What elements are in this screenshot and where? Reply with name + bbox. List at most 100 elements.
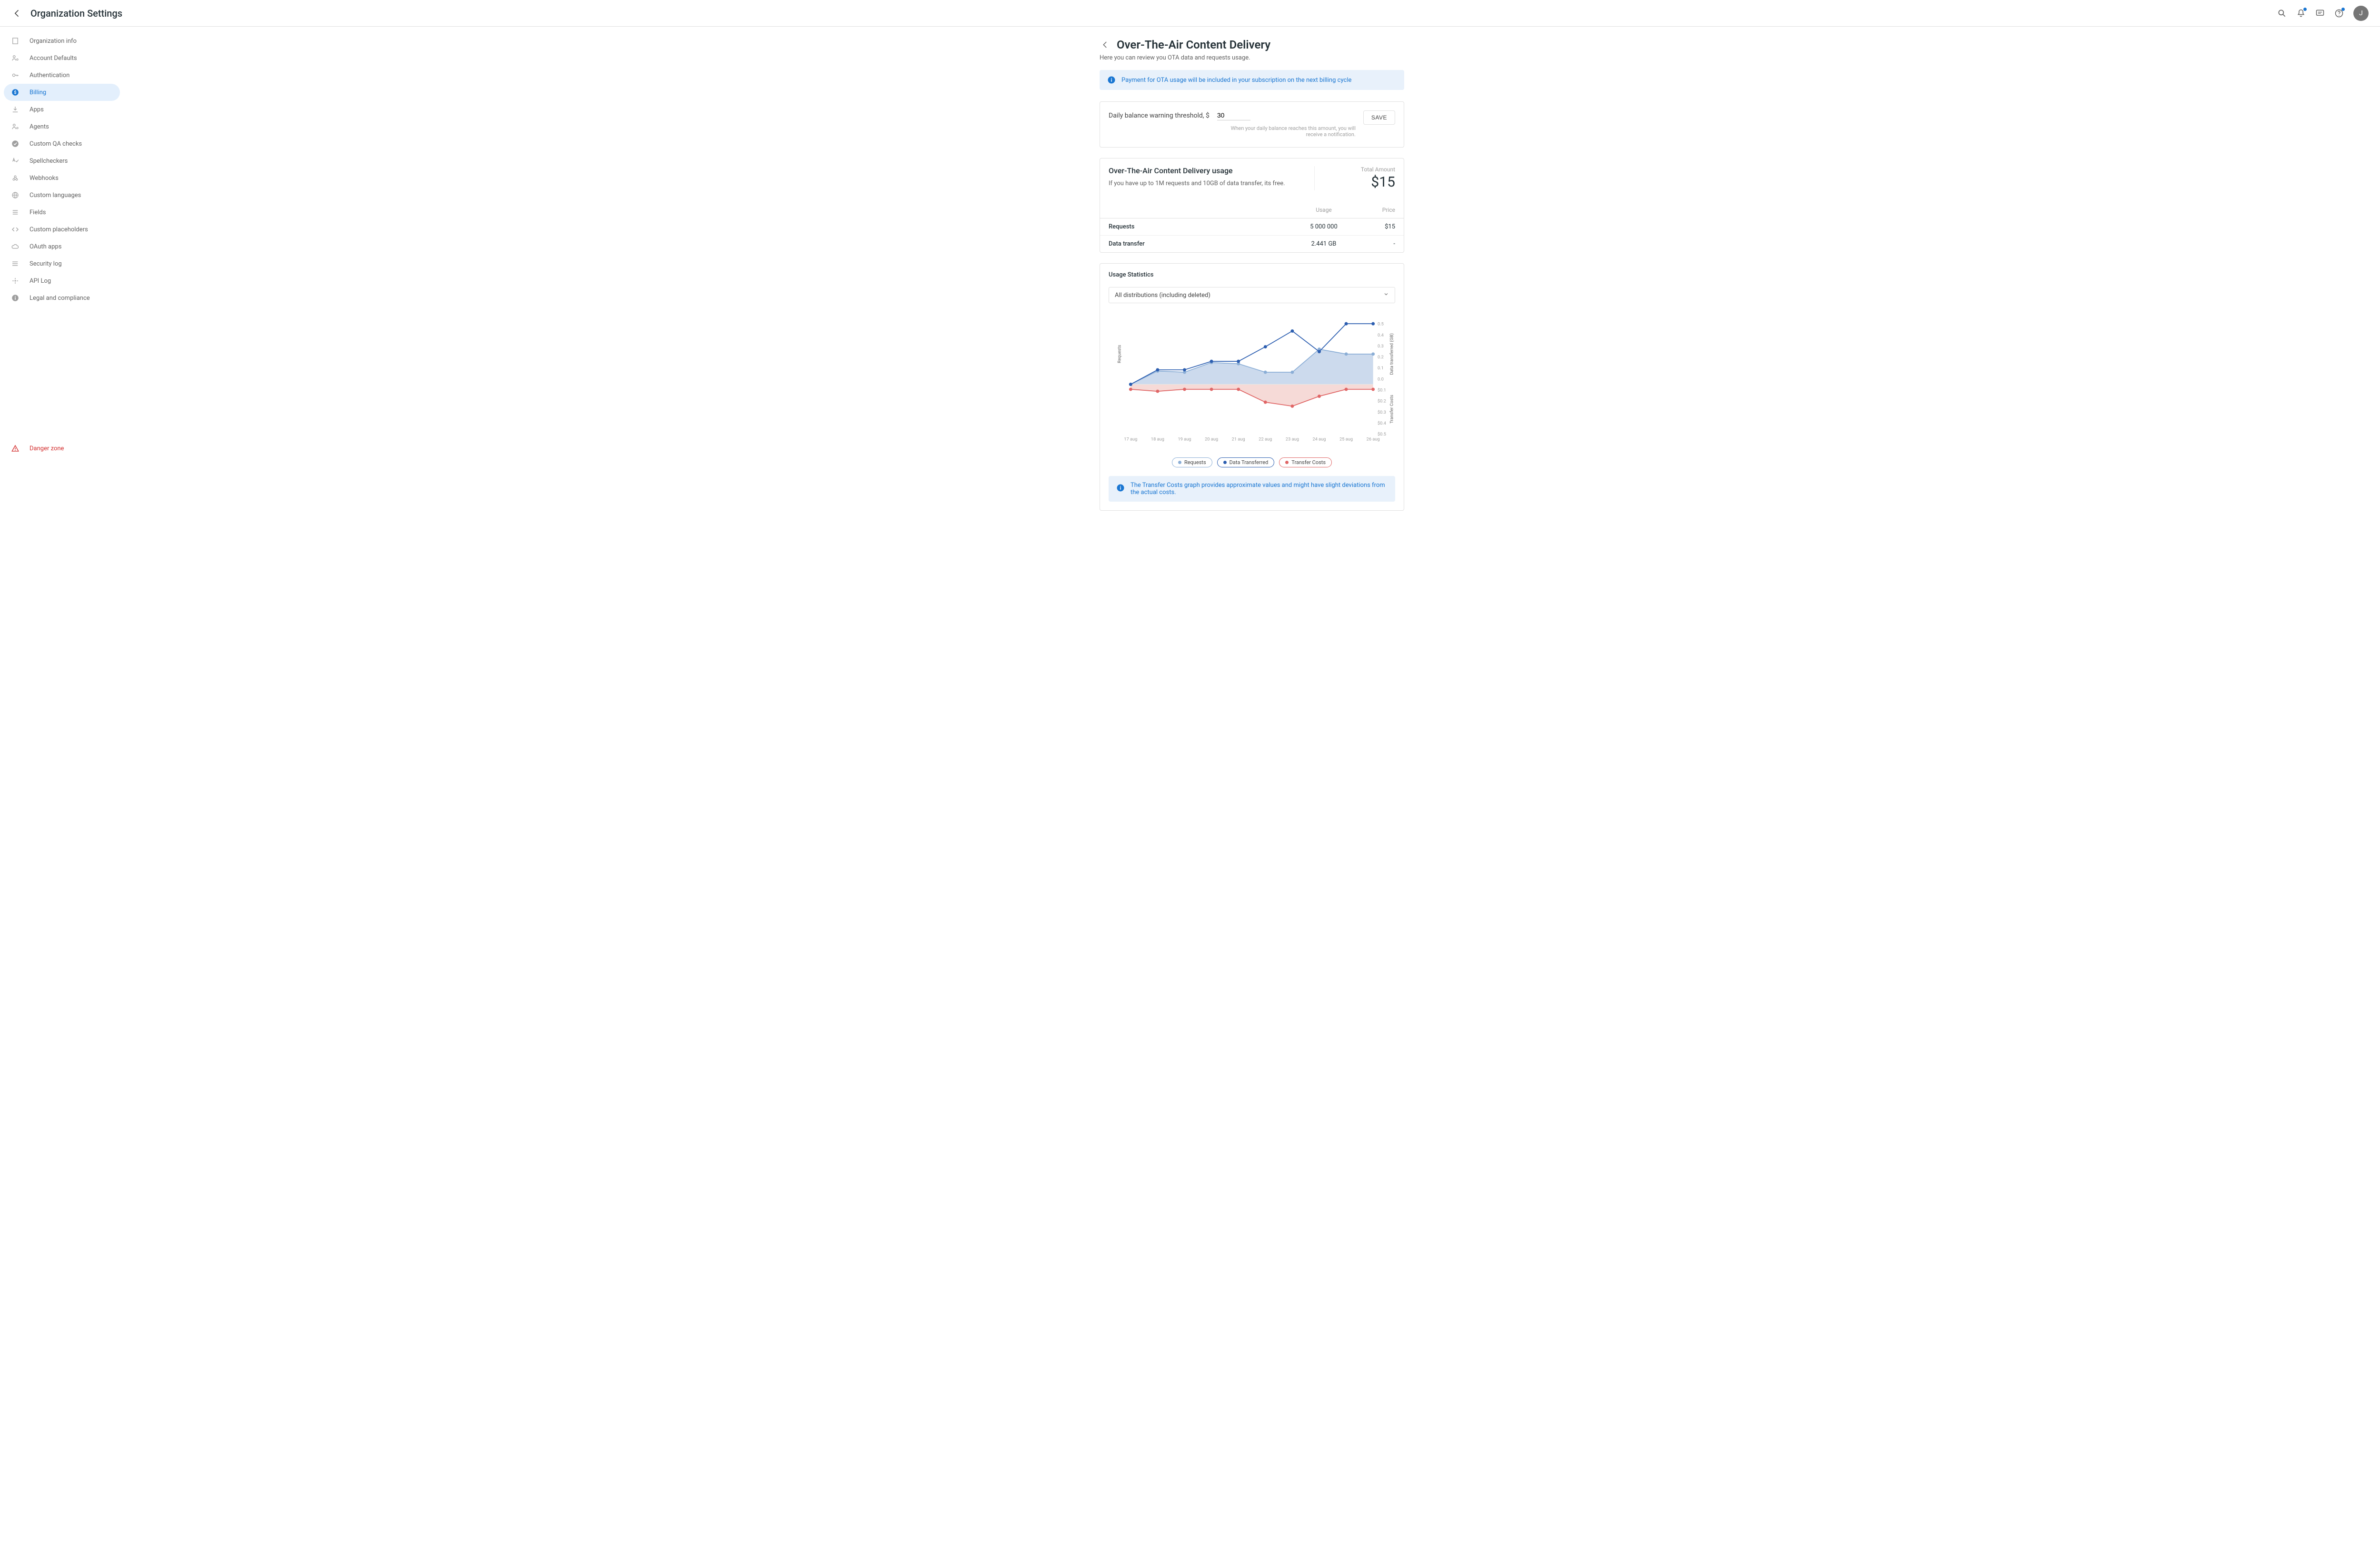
usage-card-sub: If you have up to 1M requests and 10GB o… [1109, 180, 1314, 187]
sidebar-item-label: Webhooks [30, 175, 59, 182]
stats-card: Usage Statistics All distributions (incl… [1100, 263, 1404, 511]
code-icon [10, 225, 20, 234]
key-icon [10, 70, 20, 80]
sidebar-item-label: Fields [30, 209, 46, 216]
svg-text:18 aug: 18 aug [1151, 437, 1164, 442]
svg-text:0.0: 0.0 [1378, 376, 1384, 382]
dollar-circle-icon: $ [10, 88, 20, 97]
usage-chart: 17 aug 18 aug 19 aug 20 aug 21 aug 22 aug 23 a… [1109, 313, 1395, 445]
sidebar-item-agents[interactable]: Agents [4, 118, 120, 135]
warning-icon [10, 444, 20, 453]
sidebar-item-label: Legal and compliance [30, 295, 90, 302]
person-gear-icon [10, 53, 20, 63]
sidebar-item-label: Billing [30, 89, 46, 96]
svg-text:$0.3: $0.3 [1378, 410, 1386, 415]
svg-text:Transfer Costs: Transfer Costs [1389, 395, 1394, 424]
bell-icon[interactable] [2296, 9, 2306, 18]
building-icon [10, 36, 20, 46]
spellcheck-icon [10, 156, 20, 166]
legend-data-transferred[interactable]: Data Transferred [1217, 457, 1275, 467]
svg-text:19 aug: 19 aug [1178, 437, 1191, 442]
sidebar-item-custom-qa-checks[interactable]: Custom QA checks [4, 135, 120, 152]
sidebar-item-custom-languages[interactable]: Custom languages [4, 187, 120, 204]
person-gear-icon [10, 122, 20, 131]
api-icon [10, 276, 20, 286]
row-price: - [1357, 240, 1395, 248]
svg-text:22 aug: 22 aug [1259, 437, 1272, 442]
total-amount-value: $15 [1323, 174, 1395, 190]
svg-text:$0.1: $0.1 [1378, 388, 1386, 393]
page-title: Over-The-Air Content Delivery [1117, 38, 1270, 51]
legend-requests[interactable]: Requests [1172, 457, 1212, 467]
row-usage: 2.441 GB [1290, 240, 1357, 248]
app-header: Organization Settings J [0, 0, 2380, 27]
svg-text:20 aug: 20 aug [1205, 437, 1218, 442]
help-icon[interactable] [2334, 9, 2344, 18]
sidebar-item-oauth-apps[interactable]: OAuth apps [4, 238, 120, 255]
svg-text:Requests: Requests [1117, 345, 1122, 363]
legend-transfer-costs[interactable]: Transfer Costs [1279, 457, 1332, 467]
sidebar-item-label: OAuth apps [30, 243, 61, 250]
sidebar-item-label: Custom placeholders [30, 226, 88, 233]
total-amount-label: Total Amount [1323, 166, 1395, 173]
webhook-icon [10, 173, 20, 183]
dropdown-value: All distributions (including deleted) [1115, 292, 1210, 299]
svg-text:23 aug: 23 aug [1286, 437, 1299, 442]
page-back-button[interactable] [1100, 39, 1111, 50]
sidebar-item-label: Spellcheckers [30, 158, 68, 165]
sidebar-item-security-log[interactable]: Security log [4, 255, 120, 272]
globe-icon [10, 190, 20, 200]
sidebar-item-label: Custom QA checks [30, 140, 82, 148]
row-name: Requests [1109, 223, 1290, 230]
sidebar-item-label: Custom languages [30, 192, 81, 199]
chat-icon[interactable] [2315, 9, 2325, 18]
sidebar-item-label: Danger zone [30, 445, 64, 452]
threshold-label: Daily balance warning threshold, $ [1109, 110, 1210, 119]
distribution-dropdown[interactable]: All distributions (including deleted) [1109, 287, 1395, 303]
sidebar-item-label: Organization info [30, 38, 77, 45]
sidebar-item-api-log[interactable]: API Log [4, 272, 120, 289]
list-icon [10, 208, 20, 217]
sidebar-item-danger-zone[interactable]: Danger zone [4, 440, 120, 457]
usage-card-title: Over-The-Air Content Delivery usage [1109, 166, 1314, 175]
chart-legend: Requests Data Transferred Transfer Costs [1100, 453, 1404, 476]
sidebar-item-authentication[interactable]: Authentication [4, 67, 120, 84]
row-name: Data transfer [1109, 240, 1290, 248]
threshold-input[interactable] [1217, 110, 1250, 120]
svg-text:$0.2: $0.2 [1378, 399, 1386, 404]
sidebar-item-account-defaults[interactable]: Account Defaults [4, 50, 120, 67]
svg-text:$0.5: $0.5 [1378, 432, 1386, 437]
sidebar-item-label: API Log [30, 277, 51, 285]
back-button[interactable] [11, 8, 23, 19]
sidebar-item-spellcheckers[interactable]: Spellcheckers [4, 152, 120, 169]
sidebar-item-organization-info[interactable]: Organization info [4, 32, 120, 50]
avatar[interactable]: J [2353, 6, 2369, 21]
sidebar-item-apps[interactable]: Apps [4, 101, 120, 118]
download-icon [10, 105, 20, 114]
column-price: Price [1357, 207, 1395, 213]
sidebar-item-webhooks[interactable]: Webhooks [4, 169, 120, 187]
info-banner-text: Payment for OTA usage will be included i… [1121, 77, 1351, 84]
chevron-down-icon [1383, 291, 1389, 299]
search-icon[interactable] [2277, 9, 2287, 18]
svg-text:0.1: 0.1 [1378, 366, 1384, 371]
svg-text:26 aug: 26 aug [1367, 437, 1380, 442]
sidebar-item-label: Authentication [30, 72, 69, 79]
sidebar-item-billing[interactable]: $ Billing [4, 84, 120, 101]
table-row: Data transfer2.441 GB- [1100, 236, 1404, 252]
save-button[interactable]: SAVE [1363, 110, 1395, 125]
sidebar-item-custom-placeholders[interactable]: Custom placeholders [4, 221, 120, 238]
svg-text:21 aug: 21 aug [1232, 437, 1245, 442]
svg-text:17 aug: 17 aug [1124, 437, 1137, 442]
sidebar-item-legal-and-compliance[interactable]: Legal and compliance [4, 289, 120, 307]
sidebar-item-fields[interactable]: Fields [4, 204, 120, 221]
row-usage: 5 000 000 [1290, 223, 1357, 230]
svg-text:0.2: 0.2 [1378, 355, 1384, 360]
stats-title: Usage Statistics [1100, 264, 1404, 287]
cloud-icon [10, 242, 20, 251]
sidebar-item-label: Account Defaults [30, 55, 77, 62]
svg-text:$: $ [14, 90, 16, 95]
info-circle-icon [10, 293, 20, 303]
usage-card: Over-The-Air Content Delivery usage If y… [1100, 158, 1404, 253]
column-usage: Usage [1290, 207, 1357, 213]
